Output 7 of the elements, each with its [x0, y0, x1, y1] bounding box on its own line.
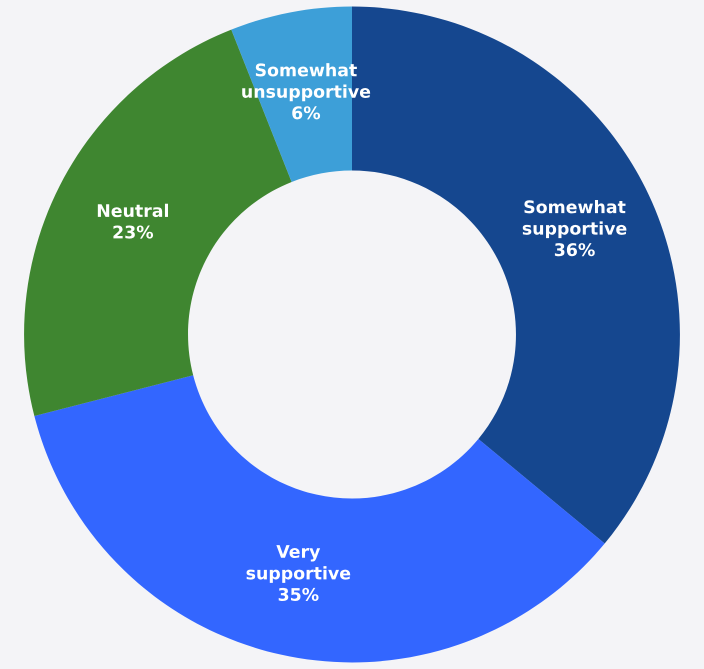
slice-label: Neutral [98, 204, 168, 218]
data-label: 23% [113, 225, 154, 239]
slice-label: Somewhat supportive [522, 200, 626, 238]
data-label: 36% [554, 243, 595, 256]
data-label: 35% [278, 588, 319, 601]
slice-label: Very supportive [246, 545, 350, 583]
data-label: 6% [292, 106, 320, 120]
